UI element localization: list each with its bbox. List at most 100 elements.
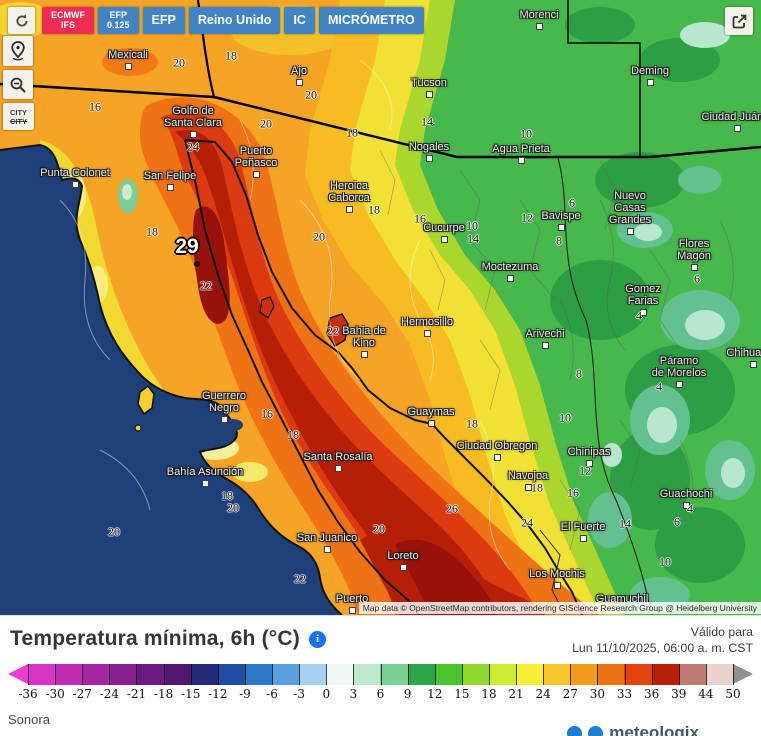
colorbar-cell	[705, 664, 733, 685]
colorbar-tick-label: 0	[322, 687, 331, 701]
colorbar-tick-label: 33	[616, 687, 633, 701]
map-attribution: Map data © OpenStreetMap contributors, r…	[358, 602, 761, 614]
colorbar-cell	[217, 664, 245, 685]
model-button-efp-0-125[interactable]: EFP 0.125	[98, 7, 139, 34]
weather-map[interactable]: Morenci Mexicali Ajo Tucson Deming Ciudad Juá…	[0, 0, 761, 615]
colorbar-tick	[705, 664, 707, 685]
colorbar-cell	[55, 664, 83, 685]
colorbar-tick	[163, 664, 165, 685]
colorbar-cell	[434, 664, 462, 685]
colorbar-cells	[28, 664, 733, 685]
colorbar-cell	[271, 664, 300, 685]
valid-datetime: Lun 11/10/2025, 06:00 a. m. CST	[572, 640, 753, 655]
valid-label: Válido para	[690, 625, 753, 639]
colorbar-cell	[299, 664, 327, 685]
colorbar-tick-label: -6	[266, 687, 278, 701]
colorbar-tick-label: -9	[239, 687, 251, 701]
colorbar-right-arrow	[733, 664, 753, 684]
colorbar-tick	[733, 664, 734, 685]
colorbar-cell	[597, 664, 625, 685]
colorbar-tick-label: -30	[45, 687, 65, 701]
colorbar-tick	[244, 664, 246, 685]
refresh-icon	[16, 13, 27, 26]
colorbar-cell	[570, 664, 598, 685]
share-export-icon	[732, 14, 746, 28]
colorbar-cell	[461, 664, 489, 685]
colorbar-tick-label: 6	[376, 687, 385, 701]
colorbar-cell	[136, 664, 164, 685]
brand-text: meteologix	[609, 723, 699, 736]
colorbar-cell	[380, 664, 408, 685]
colorbar-tick	[597, 664, 599, 685]
colorbar-cell	[326, 664, 354, 685]
brand-icon	[588, 725, 604, 736]
info-icon[interactable]: i	[308, 630, 326, 648]
colorbar-tick-label: 15	[454, 687, 470, 701]
zoom-out-button[interactable]	[3, 70, 33, 99]
city-toggle-on-label: CITY	[9, 107, 28, 117]
city-toggle-off-label: CITY	[9, 116, 28, 126]
model-button-reino-unido[interactable]: Reino Unido	[188, 7, 281, 34]
colorbar-tick	[488, 664, 490, 685]
region-label: Sonora	[8, 712, 50, 727]
colorbar-tick	[434, 664, 436, 685]
locate-button[interactable]	[3, 36, 33, 66]
colorbar-tick	[55, 664, 57, 685]
colorbar-tick-label: -18	[153, 687, 174, 701]
colorbar-tick-label: 36	[644, 687, 660, 701]
colorbar-tick	[136, 664, 138, 685]
colorbar-tick	[190, 664, 192, 685]
colorbar-cell	[515, 664, 544, 685]
colorbar-cell	[543, 664, 571, 685]
colorbar-tick-label: -36	[18, 687, 38, 701]
share-button[interactable]	[725, 7, 753, 35]
brand-icon	[567, 725, 583, 736]
model-button-ic[interactable]: IC	[284, 7, 315, 34]
colorbar-tick-label: -3	[293, 687, 305, 701]
colorbar-tick-label: 24	[535, 687, 551, 701]
colorbar-cell	[488, 664, 516, 685]
colorbar-cell	[407, 664, 435, 685]
colorbar-tick	[651, 664, 653, 685]
temperature-colorbar: -36 -30 -27 -24 -21 -18 -15 -12 -9 -6 -3 0 3 6 9 12 15 18…	[8, 664, 753, 704]
colorbar-tick	[380, 664, 382, 685]
colorbar-tick-label: 3	[349, 687, 358, 701]
colorbar-tick	[326, 664, 328, 685]
colorbar-tick	[217, 664, 219, 685]
colorbar-tick-label: 50	[725, 687, 741, 701]
brand-logo[interactable]: meteologix	[567, 723, 699, 736]
colorbar-tick	[353, 664, 355, 685]
location-pin-icon	[11, 41, 25, 61]
colorbar-tick	[28, 664, 29, 685]
colorbar-left-arrow	[8, 664, 28, 684]
temperature-map-canvas	[0, 0, 761, 615]
colorbar-cell	[678, 664, 706, 685]
colorbar-tick	[678, 664, 680, 685]
colorbar-tick-label: 44	[698, 687, 714, 701]
colorbar-tick	[109, 664, 111, 685]
colorbar-tick-label: -12	[208, 687, 228, 701]
magnifier-minus-icon	[10, 77, 26, 93]
city-labels-toggle[interactable]: CITY CITY	[3, 103, 34, 130]
model-button-efp[interactable]: EFP	[142, 7, 185, 34]
colorbar-tick	[407, 664, 409, 685]
colorbar-cell	[82, 664, 110, 685]
colorbar-cell	[28, 664, 56, 685]
colorbar-tick	[624, 664, 626, 685]
model-button-micrometro[interactable]: MICRÓMETRO	[318, 7, 424, 34]
colorbar-tick-label: 9	[403, 687, 412, 701]
colorbar-tick-label: -21	[126, 687, 147, 701]
colorbar-tick-label: -24	[99, 687, 120, 701]
parameter-title: Temperatura mínima, 6h (°C)	[10, 627, 300, 650]
colorbar-tick	[570, 664, 572, 685]
model-toolbar: ECMWF IFS EFP 0.125 EFP Reino Unido IC MICRÓMET…	[8, 7, 424, 34]
colorbar-cell	[109, 664, 137, 685]
colorbar-tick	[543, 664, 545, 685]
model-button-ecmwf-ifs[interactable]: ECMWF IFS	[42, 7, 94, 34]
refresh-button[interactable]	[8, 7, 35, 34]
colorbar-tick-label: -27	[72, 687, 92, 701]
colorbar-tick-label: 18	[481, 687, 497, 701]
colorbar-cell	[163, 664, 191, 685]
colorbar-tick	[82, 664, 84, 685]
